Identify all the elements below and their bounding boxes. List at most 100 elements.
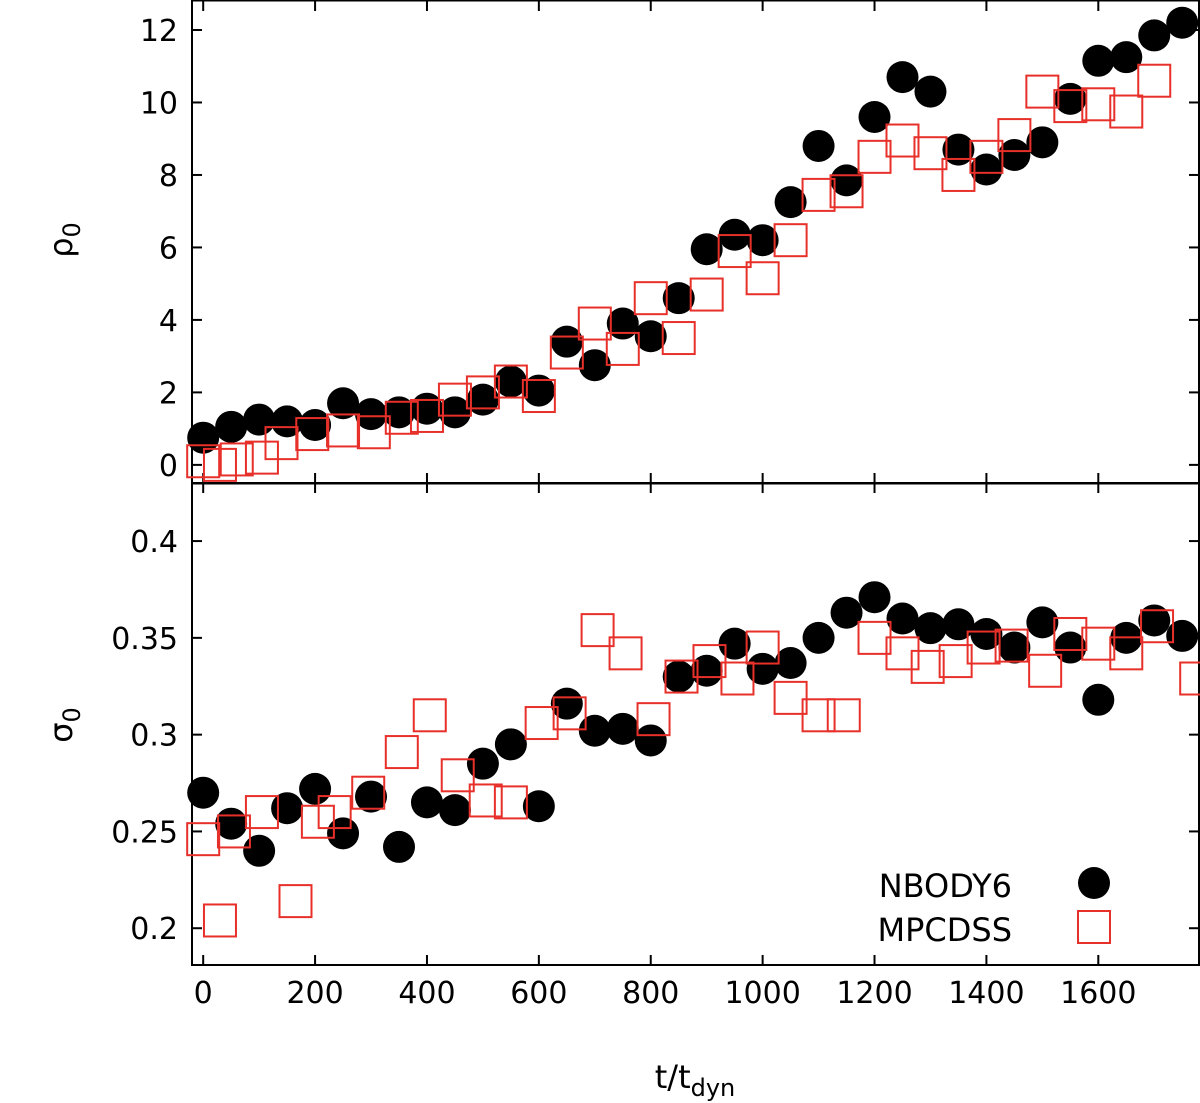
top-nbody6-point <box>1110 41 1143 74</box>
top-mpcdss-point <box>244 440 279 475</box>
marks-layer <box>186 6 1200 938</box>
top-y-tick-label: 12 <box>140 14 178 49</box>
bottom-nbody6-point <box>410 786 443 819</box>
bottom-nbody6-point <box>858 581 891 614</box>
bottom-nbody6-point <box>327 817 360 850</box>
top-mpcdss-point <box>326 413 361 448</box>
bottom-mpcdss-point <box>826 698 861 733</box>
top-nbody6-point <box>634 320 667 353</box>
bottom-mpcdss-point <box>440 758 475 793</box>
bottom-mpcdss-point <box>1179 661 1200 696</box>
top-nbody6-point <box>355 398 388 431</box>
bottom-mpcdss-point <box>1053 616 1088 651</box>
bottom-mpcdss-point <box>244 795 279 830</box>
bottom-y-tick-label: 0.4 <box>130 525 178 560</box>
bottom-nbody6-point <box>802 621 835 654</box>
bottom-mpcdss-point <box>468 783 503 818</box>
top-mpcdss-point <box>437 382 472 417</box>
top-nbody6-point <box>494 365 527 398</box>
bottom-y-tick-label: 0.25 <box>111 815 178 850</box>
bottom-mpcdss-point <box>524 706 559 741</box>
legend-label-mpcdss: MPCDSS <box>877 911 1012 949</box>
top-nbody6-point <box>1166 6 1199 39</box>
bottom-nbody6-point <box>886 602 919 635</box>
bottom-y-axis-title: σ0 <box>42 707 86 743</box>
bottom-nbody6-point <box>774 647 807 680</box>
bottom-mpcdss-point <box>720 661 755 696</box>
top-mpcdss-point <box>689 277 724 312</box>
top-nbody6-point <box>914 75 947 108</box>
top-mpcdss-point <box>997 118 1032 153</box>
top-y-tick-label: 4 <box>159 304 178 339</box>
bottom-mpcdss-point <box>412 698 447 733</box>
top-mpcdss-point <box>1081 87 1116 122</box>
bottom-nbody6-point <box>746 652 779 685</box>
bottom-nbody6-point <box>355 780 388 813</box>
top-nbody6-point <box>1026 126 1059 159</box>
top-y-tick-label: 10 <box>140 86 178 121</box>
bottom-mpcdss-point <box>966 630 1001 665</box>
top-mpcdss-point <box>829 174 864 209</box>
top-nbody6-point <box>970 153 1003 186</box>
top-nbody6-point <box>299 409 332 442</box>
bottom-nbody6-point <box>299 772 332 805</box>
top-nbody6-point <box>271 405 304 438</box>
top-mpcdss-point <box>549 335 584 370</box>
bottom-y-tick-label: 0.2 <box>130 912 178 947</box>
bottom-nbody6-point <box>550 687 583 720</box>
top-y-tick-label: 6 <box>159 231 178 266</box>
top-mpcdss-point <box>801 177 836 212</box>
bottom-nbody6-point <box>382 830 415 863</box>
top-mpcdss-point <box>717 234 752 269</box>
bottom-mpcdss-point <box>351 775 386 810</box>
bottom-mpcdss-point <box>1109 636 1144 671</box>
top-nbody6-point <box>243 403 276 436</box>
top-nbody6-point <box>1082 44 1115 77</box>
bottom-mpcdss-point <box>608 636 643 671</box>
x-tick-label: 0 <box>194 976 213 1011</box>
top-mpcdss-point <box>633 281 668 316</box>
x-tick-label: 800 <box>622 976 679 1011</box>
top-nbody6-point <box>858 100 891 133</box>
top-mpcdss-point <box>356 415 391 450</box>
bottom-nbody6-point <box>187 776 220 809</box>
bottom-mpcdss-point <box>580 613 615 648</box>
bottom-nbody6-point <box>606 712 639 745</box>
top-nbody6-point <box>774 186 807 219</box>
top-mpcdss-point <box>969 139 1004 174</box>
bottom-nbody6-point <box>522 790 555 823</box>
top-nbody6-point <box>802 129 835 162</box>
x-tick-label: 1400 <box>948 976 1024 1011</box>
bottom-nbody6-point <box>494 728 527 761</box>
bottom-nbody6-point <box>271 792 304 825</box>
bottom-mpcdss-point <box>801 698 836 733</box>
bottom-mpcdss-point <box>1081 626 1116 661</box>
legend-marker-mpcdss <box>1077 910 1111 944</box>
bottom-mpcdss-point <box>994 628 1029 663</box>
top-nbody6-point <box>578 349 611 382</box>
x-axis-title: t/tdyn <box>655 1058 736 1102</box>
top-mpcdss-point <box>885 123 920 158</box>
top-nbody6-point <box>942 133 975 166</box>
top-mpcdss-point <box>295 417 330 452</box>
top-mpcdss-point <box>1025 74 1060 109</box>
top-mpcdss-point <box>1053 89 1088 124</box>
top-y-axis-title: ρ0 <box>42 222 86 258</box>
top-nbody6-point <box>690 233 723 266</box>
bottom-nbody6-point <box>1082 683 1115 716</box>
bottom-mpcdss-point <box>317 795 352 830</box>
bottom-nbody6-point <box>690 654 723 687</box>
top-y-tick-label: 8 <box>159 159 178 194</box>
top-nbody6-point <box>886 61 919 94</box>
bottom-nbody6-point <box>578 714 611 747</box>
top-mpcdss-point <box>384 400 419 435</box>
top-nbody6-point <box>662 282 695 315</box>
bottom-nbody6-point <box>718 627 751 660</box>
bottom-nbody6-point <box>1054 631 1087 664</box>
bottom-mpcdss-point <box>552 696 587 731</box>
top-mpcdss-point <box>577 306 612 341</box>
top-nbody6-point <box>522 374 555 407</box>
top-mpcdss-point <box>941 157 976 192</box>
bottom-mpcdss-point <box>1028 653 1063 688</box>
